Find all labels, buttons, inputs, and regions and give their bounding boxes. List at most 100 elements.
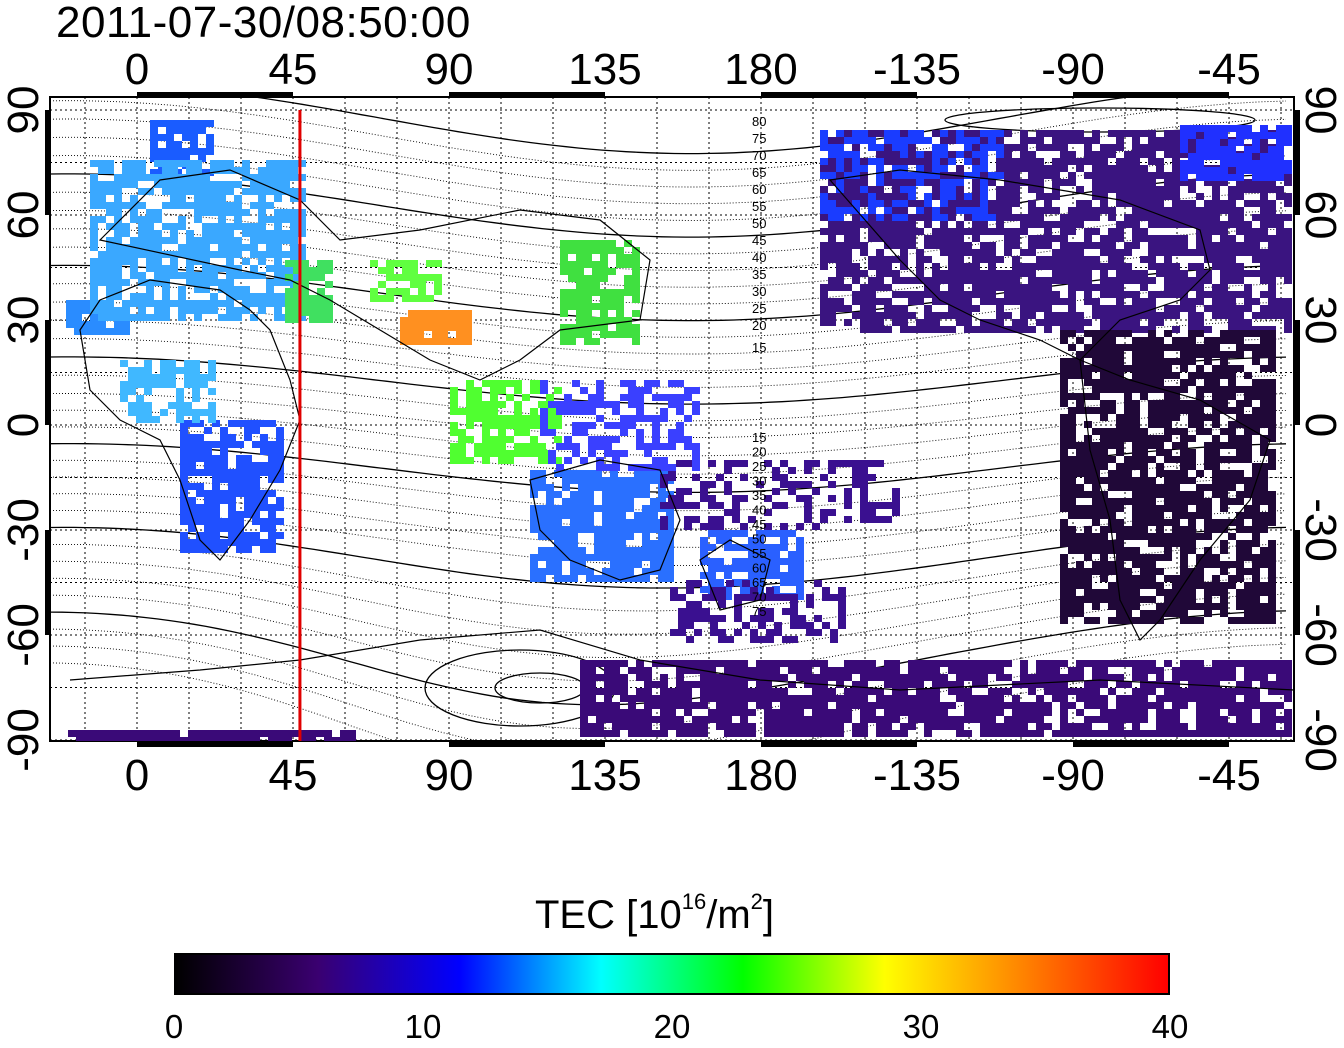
tec-pixel — [1036, 723, 1044, 730]
tec-pixel — [1060, 589, 1068, 596]
tec-pixel — [204, 737, 212, 741]
tec-pixel — [780, 660, 788, 667]
tec-pixel — [604, 695, 612, 702]
tec-pixel — [1236, 337, 1244, 344]
tec-pixel — [1236, 709, 1244, 716]
tec-pixel — [576, 303, 584, 310]
tec-pixel — [980, 221, 988, 228]
tec-pixel — [82, 300, 90, 307]
tec-pixel — [196, 511, 204, 518]
tec-pixel — [860, 730, 868, 737]
tec-pixel — [192, 388, 200, 395]
tec-pixel — [576, 310, 584, 317]
tec-pixel — [378, 281, 386, 288]
tec-pixel — [490, 387, 498, 394]
tec-pixel — [540, 387, 548, 394]
tec-pixel — [250, 300, 258, 307]
tec-pixel — [988, 270, 996, 277]
tec-pixel — [956, 723, 964, 730]
tec-pixel — [1092, 695, 1100, 702]
tec-pixel — [1012, 709, 1020, 716]
tec-pixel — [258, 223, 266, 230]
tec-pixel — [964, 312, 972, 319]
tec-pixel — [572, 429, 580, 436]
tec-pixel — [1220, 505, 1228, 512]
tec-pixel — [620, 415, 628, 422]
tec-pixel — [198, 127, 206, 134]
tec-pixel — [152, 381, 160, 388]
tec-pixel — [1212, 214, 1220, 221]
tec-pixel — [844, 702, 852, 709]
tec-pixel — [1196, 554, 1204, 561]
tec-pixel — [1148, 681, 1156, 688]
magnetic-contour — [50, 593, 1287, 682]
tec-pixel — [636, 443, 644, 450]
tec-pixel — [212, 730, 220, 737]
tec-pixel — [1068, 463, 1076, 470]
tec-pixel — [546, 394, 554, 401]
tec-pixel — [1060, 688, 1068, 695]
tec-pixel — [1044, 326, 1052, 333]
tec-pixel — [892, 660, 900, 667]
tec-pixel — [628, 709, 636, 716]
tec-pixel — [250, 237, 258, 244]
tec-pixel — [266, 237, 274, 244]
tec-pixel — [836, 674, 844, 681]
tec-pixel — [1164, 414, 1172, 421]
tec-pixel — [820, 319, 828, 326]
tec-pixel — [130, 265, 138, 272]
tec-pixel — [876, 221, 884, 228]
tec-pixel — [596, 394, 604, 401]
tec-pixel — [266, 279, 274, 286]
tec-pixel — [1164, 547, 1172, 554]
tec-pixel — [1196, 291, 1204, 298]
tec-pixel — [972, 130, 980, 137]
tec-pixel — [600, 254, 608, 261]
tec-pixel — [546, 519, 554, 526]
tec-pixel — [844, 495, 852, 502]
tec-pixel — [150, 148, 158, 155]
tec-pixel — [1212, 263, 1220, 270]
tec-pixel — [210, 167, 218, 174]
tec-pixel — [1220, 312, 1228, 319]
tec-pixel — [964, 688, 972, 695]
tec-pixel — [1268, 681, 1276, 688]
tec-pixel — [1212, 393, 1220, 400]
tec-pixel — [844, 221, 852, 228]
tec-pixel — [522, 422, 530, 429]
tec-pixel — [724, 702, 732, 709]
tec-pixel — [1140, 151, 1148, 158]
tec-pixel — [1252, 512, 1260, 519]
tec-pixel — [908, 716, 916, 723]
tec-pixel — [1196, 221, 1204, 228]
tec-pixel — [194, 160, 202, 167]
tec-pixel — [1116, 256, 1124, 263]
tec-pixel — [1220, 660, 1228, 667]
tec-pixel — [546, 491, 554, 498]
tec-pixel — [884, 200, 892, 207]
tec-pixel — [1124, 589, 1132, 596]
tec-pixel — [1252, 379, 1260, 386]
tec-pixel — [740, 709, 748, 716]
tec-pixel — [852, 263, 860, 270]
tec-pixel — [1212, 305, 1220, 312]
tec-pixel — [868, 214, 876, 221]
tec-pixel — [1188, 533, 1196, 540]
tec-pixel — [84, 737, 92, 741]
tec-pixel — [972, 709, 980, 716]
tec-pixel — [1236, 568, 1244, 575]
tec-pixel — [1204, 235, 1212, 242]
tec-pixel — [244, 511, 252, 518]
tec-pixel — [560, 247, 568, 254]
tec-pixel — [1220, 428, 1228, 435]
tec-pixel — [1204, 702, 1212, 709]
tec-pixel — [1132, 421, 1140, 428]
tec-pixel — [1252, 407, 1260, 414]
tec-pixel — [1188, 200, 1196, 207]
tec-pixel — [860, 165, 868, 172]
tec-pixel — [1108, 519, 1116, 526]
tec-pixel — [1060, 263, 1068, 270]
tec-pixel — [1244, 596, 1252, 603]
tec-pixel — [162, 188, 170, 195]
tec-pixel — [408, 331, 416, 338]
